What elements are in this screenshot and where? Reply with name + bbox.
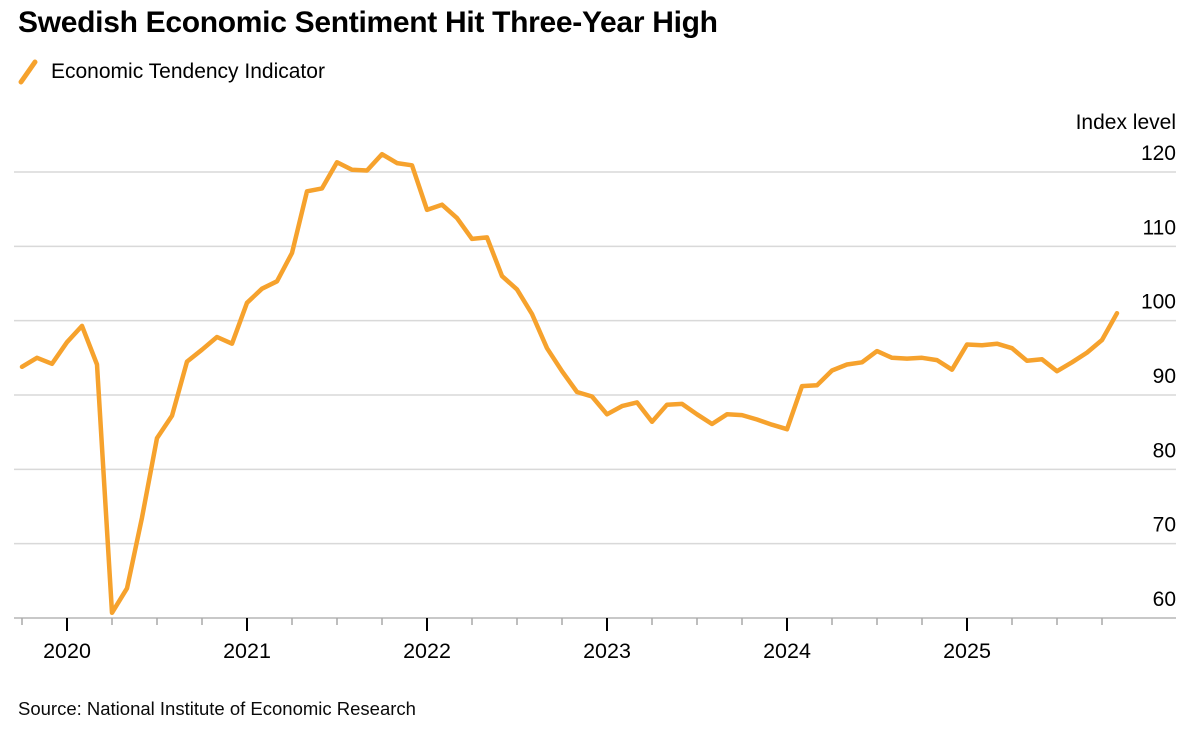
- legend: Economic Tendency Indicator: [16, 58, 325, 86]
- legend-label: Economic Tendency Indicator: [51, 60, 325, 83]
- y-tick-label-110: 110: [1143, 216, 1176, 239]
- x-tick-label-2023: 2023: [583, 639, 631, 663]
- y-tick-label-60: 60: [1153, 588, 1176, 611]
- legend-slash-icon: [18, 59, 38, 85]
- chart-title: Swedish Economic Sentiment Hit Three-Yea…: [18, 6, 718, 39]
- x-tick-label-2025: 2025: [943, 639, 991, 663]
- x-tick-label-2024: 2024: [763, 639, 811, 663]
- y-tick-label-70: 70: [1153, 514, 1176, 537]
- y-tick-label-100: 100: [1141, 291, 1176, 314]
- x-tick-label-2021: 2021: [223, 639, 271, 663]
- x-tick-label-2020: 2020: [43, 639, 91, 663]
- y-tick-label-120: 120: [1141, 142, 1176, 165]
- gridlines: [14, 171, 1176, 619]
- source-note: Source: National Institute of Economic R…: [18, 698, 416, 719]
- y-axis-labels: 60 70 80 90 100 110 120: [1141, 142, 1176, 611]
- series-line-economic-tendency-indicator: [19, 151, 1120, 616]
- y-tick-label-80: 80: [1153, 439, 1176, 462]
- x-tick-label-2022: 2022: [403, 639, 451, 663]
- y-axis-title: Index level: [1076, 111, 1176, 134]
- x-axis: [14, 617, 1176, 631]
- x-axis-labels: 2020 2021 2022 2023 2024 2025: [43, 639, 991, 663]
- y-tick-label-90: 90: [1153, 365, 1176, 388]
